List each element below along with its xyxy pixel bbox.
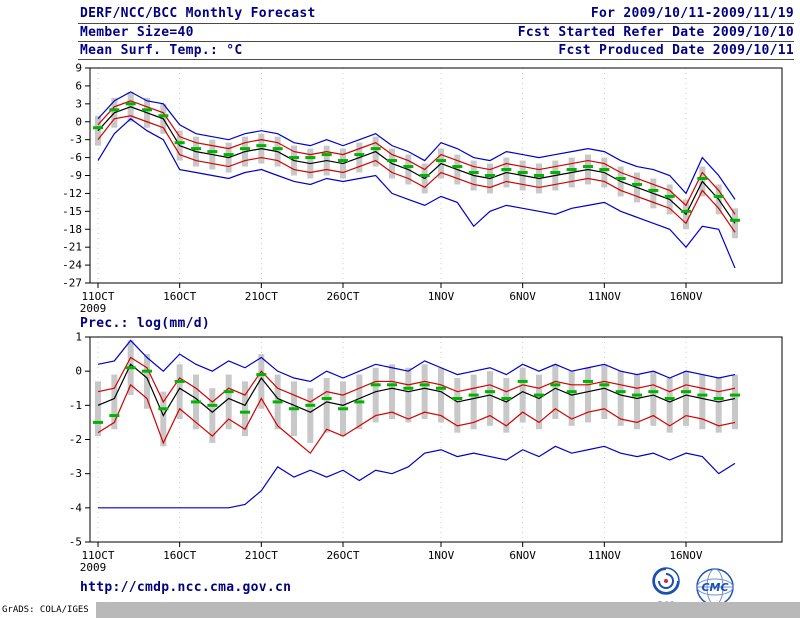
svg-text:1NOV: 1NOV <box>428 290 455 303</box>
svg-text:16OCT: 16OCT <box>163 290 196 303</box>
svg-text:0: 0 <box>75 365 82 378</box>
svg-text:16NOV: 16NOV <box>669 549 702 562</box>
series-upper-quartile <box>97 356 736 404</box>
series-ensemble-max <box>97 91 736 200</box>
header-row-3: Mean Surf. Temp.: °C Fcst Produced Date … <box>80 43 794 58</box>
svg-text:16NOV: 16NOV <box>669 290 702 303</box>
svg-text:-3: -3 <box>69 467 82 480</box>
temp-panel-title: Mean Surf. Temp.: °C <box>80 43 243 58</box>
svg-text:2009: 2009 <box>80 561 107 574</box>
svg-text:-9: -9 <box>69 169 82 182</box>
svg-text:1NOV: 1NOV <box>428 549 455 562</box>
svg-text:-24: -24 <box>62 259 82 272</box>
svg-text:-4: -4 <box>69 501 83 514</box>
svg-text:-3: -3 <box>69 133 82 146</box>
page-title: DERF/NCC/BCC Monthly Forecast <box>80 6 316 21</box>
svg-text:-1: -1 <box>69 399 82 412</box>
svg-text:-21: -21 <box>62 241 82 254</box>
svg-text:-5: -5 <box>69 536 82 549</box>
header-row-2: Member Size=40 Fcst Started Refer Date 2… <box>80 25 794 40</box>
svg-text:-18: -18 <box>62 223 82 236</box>
series-upper-quartile <box>97 100 736 215</box>
svg-text:-12: -12 <box>62 187 82 200</box>
forecast-range: For 2009/10/11-2009/11/19 <box>590 6 794 21</box>
observation-dashes <box>93 102 740 222</box>
svg-text:-27: -27 <box>62 277 82 290</box>
svg-text:11NOV: 11NOV <box>588 290 621 303</box>
series-ensemble-mean <box>97 363 736 417</box>
prec-panel-title: Prec.: log(mm/d) <box>80 316 211 331</box>
observation-dashes <box>93 366 740 424</box>
ensemble-spread-bars <box>95 340 738 447</box>
svg-text:-15: -15 <box>62 205 82 218</box>
svg-text:3: 3 <box>75 97 82 110</box>
svg-text:16OCT: 16OCT <box>163 549 196 562</box>
svg-text:26OCT: 26OCT <box>326 549 359 562</box>
svg-text:11NOV: 11NOV <box>588 549 621 562</box>
svg-text:-2: -2 <box>69 433 82 446</box>
grads-credit: GrADS: COLA/IGES <box>0 602 96 618</box>
svg-text:11OCT: 11OCT <box>81 549 114 562</box>
svg-text:6NOV: 6NOV <box>509 290 536 303</box>
series-ensemble-mean <box>97 106 736 224</box>
source-url: http://cmdp.ncc.cma.gov.cn <box>80 580 292 595</box>
header-divider-1 <box>78 23 794 24</box>
svg-text:21OCT: 21OCT <box>245 290 278 303</box>
fcst-started-date: Fcst Started Refer Date 2009/10/10 <box>517 25 794 40</box>
bottom-strip <box>0 602 800 618</box>
svg-text:26OCT: 26OCT <box>326 290 359 303</box>
series-ensemble-min <box>97 117 736 269</box>
svg-text:6: 6 <box>75 79 82 92</box>
svg-text:CMC: CMC <box>701 581 728 594</box>
svg-text:-6: -6 <box>69 151 82 164</box>
svg-text:11OCT: 11OCT <box>81 290 114 303</box>
fcst-produced-date: Fcst Produced Date 2009/10/11 <box>558 43 794 58</box>
bcc-swirl-icon <box>652 567 680 595</box>
svg-text:0: 0 <box>75 115 82 128</box>
member-size-label: Member Size=40 <box>80 25 194 40</box>
series-ensemble-max <box>97 339 736 383</box>
series-lower-quartile <box>97 115 736 233</box>
svg-text:1: 1 <box>75 332 82 344</box>
series-ensemble-min <box>98 445 736 509</box>
svg-text:21OCT: 21OCT <box>245 549 278 562</box>
svg-text:9: 9 <box>75 62 82 75</box>
svg-text:2009: 2009 <box>80 302 107 315</box>
series-lower-quartile <box>97 383 736 455</box>
header-row-1: DERF/NCC/BCC Monthly Forecast For 2009/1… <box>80 6 794 21</box>
header-divider-3 <box>78 59 794 60</box>
svg-text:6NOV: 6NOV <box>509 549 536 562</box>
header-divider-2 <box>78 41 794 42</box>
